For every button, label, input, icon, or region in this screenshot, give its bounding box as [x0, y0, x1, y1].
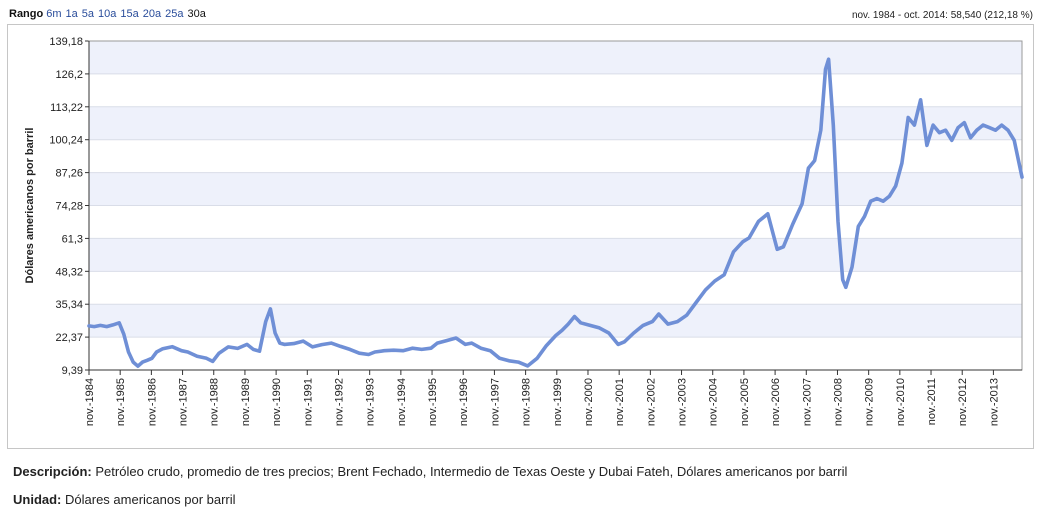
range-summary: nov. 1984 - oct. 2014: 58,540 (212,18 %) [851, 10, 1033, 21]
y-tick-label: 61,3 [62, 233, 83, 245]
description-line: Descripción: Petróleo crudo, promedio de… [13, 464, 847, 479]
x-tick-label: nov.-1990 [271, 378, 283, 426]
x-tick-label: nov.-2009 [864, 378, 876, 426]
y-axis-title: Dólares americanos por barril [24, 128, 36, 284]
series-line [87, 57, 1024, 368]
y-tick-label: 139,18 [49, 36, 83, 48]
grid-band [89, 238, 1022, 272]
range-option-1a[interactable]: 1a [65, 8, 78, 20]
grid-band [89, 41, 1022, 74]
x-tick-label: nov.-2012 [957, 378, 969, 426]
description-text: Petróleo crudo, promedio de tres precios… [95, 464, 848, 479]
range-option-20a[interactable]: 20a [142, 8, 162, 20]
range-selector: Rango 6m 1a 5a 10a 15a 20a 25a 30a [9, 8, 210, 20]
x-tick-label: nov.-1991 [302, 378, 314, 426]
x-tick-label: nov.-2004 [708, 378, 720, 426]
range-option-15a[interactable]: 15a [120, 8, 139, 20]
x-tick-label: nov.-2001 [614, 378, 626, 426]
grid-band [89, 106, 1022, 140]
chart-container: 9,39 22,37 35,34 48,32 61,3 74,28 87,26 100,24 1… [7, 24, 1034, 449]
x-tick-label: nov.-1987 [178, 378, 190, 426]
x-tick-label: nov.-2008 [832, 378, 844, 426]
range-option-25a[interactable]: 25a [165, 8, 184, 20]
x-tick-label: nov.-1994 [396, 378, 408, 426]
y-tick-label: 9,39 [62, 365, 83, 377]
x-tick-label: nov.-2006 [770, 378, 782, 426]
x-tick-label: nov.-1996 [458, 378, 470, 426]
price-line-chart: 9,39 22,37 35,34 48,32 61,3 74,28 87,26 100,24 1… [24, 36, 1024, 426]
x-tick-label: nov.-1993 [365, 378, 377, 426]
range-option-6m[interactable]: 6m [46, 8, 62, 20]
unit-text: Dólares americanos por barril [65, 492, 236, 507]
y-tick-label: 22,37 [55, 332, 83, 344]
x-tick-label: nov.-1984 [84, 378, 96, 426]
x-tick-label: nov.-2005 [739, 378, 751, 426]
x-tick-label: nov.-1995 [427, 378, 439, 426]
x-tick-label: nov.-1998 [521, 378, 533, 426]
unit-label: Unidad: [13, 492, 62, 507]
range-option-10a[interactable]: 10a [98, 8, 117, 20]
x-tick-label: nov.-1989 [240, 378, 252, 426]
y-tick-label: 126,2 [55, 69, 83, 81]
x-tick-label: nov.-1986 [146, 378, 158, 426]
x-tick-label: nov.-2007 [801, 378, 813, 426]
grid-band [89, 172, 1022, 206]
x-tick-label: nov.-2013 [988, 378, 1000, 426]
y-tick-label: 35,34 [55, 299, 83, 311]
x-tick-label: nov.-2003 [677, 378, 689, 426]
x-tick-label: nov.-1997 [489, 378, 501, 426]
unit-line: Unidad: Dólares americanos por barril [13, 492, 236, 507]
y-tick-label: 87,26 [55, 168, 83, 180]
x-tick-label: nov.-2011 [926, 378, 938, 425]
x-tick-label: nov.-1988 [209, 378, 221, 426]
range-label: Rango [9, 8, 44, 20]
grid-band [89, 304, 1022, 338]
x-tick-label: nov.-2002 [645, 378, 657, 426]
x-tick-label: nov.-2000 [583, 378, 595, 426]
x-tick-label: nov.-1992 [333, 378, 345, 426]
x-tick-label: nov.-1999 [552, 378, 564, 426]
y-tick-label: 100,24 [49, 135, 83, 147]
y-tick-label: 48,32 [55, 266, 83, 278]
x-tick-label: nov.-2010 [895, 378, 907, 426]
range-option-30a[interactable]: 30a [187, 8, 206, 20]
range-option-5a[interactable]: 5a [81, 8, 95, 20]
y-tick-label: 74,28 [55, 201, 83, 213]
x-tick-label: nov.-1985 [115, 378, 127, 426]
description-label: Descripción: [13, 464, 92, 479]
y-tick-label: 113,22 [50, 102, 83, 114]
